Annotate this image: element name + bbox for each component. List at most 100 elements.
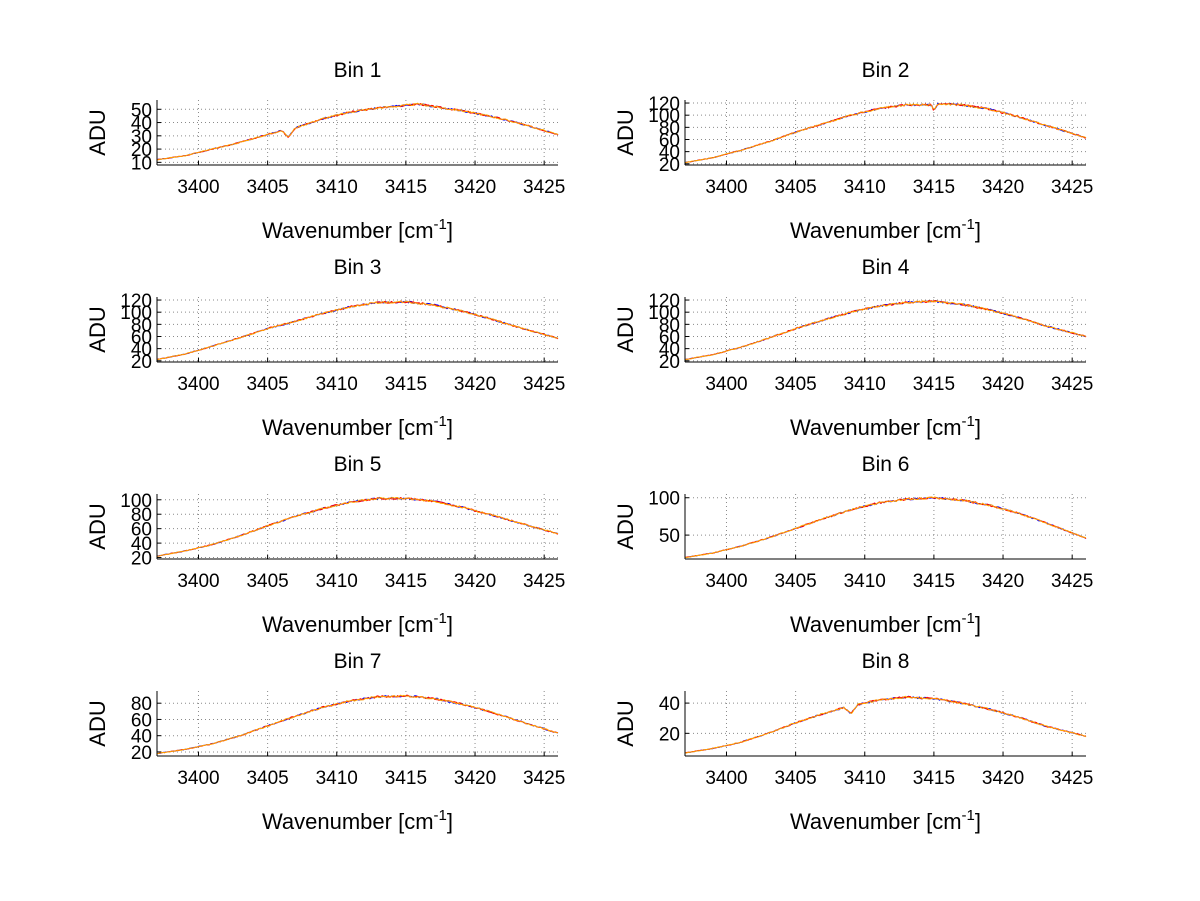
y-axis-label: ADU <box>85 109 110 155</box>
x-axis-label-main: Wavenumber [cm <box>790 612 962 637</box>
x-axis-label-superscript: -1 <box>434 610 447 627</box>
y-tick-label: 40 <box>659 340 680 361</box>
x-tick-label: 3420 <box>454 374 496 395</box>
x-tick-label: 3420 <box>454 571 496 592</box>
y-tick-label: 40 <box>659 694 680 715</box>
x-axis-label-main: Wavenumber [cm <box>262 218 434 243</box>
x-axis-label-main: Wavenumber [cm <box>262 809 434 834</box>
y-tick-label: 60 <box>659 130 680 151</box>
y-axis-label: ADU <box>85 503 110 549</box>
y-tick-label: 60 <box>659 327 680 348</box>
y-tick-label: 20 <box>659 724 680 745</box>
subplot-title: Bin 6 <box>862 453 910 476</box>
x-axis-label: Wavenumber [cm-1] <box>262 610 453 637</box>
x-tick-label: 3415 <box>385 768 427 789</box>
x-axis-label-main: Wavenumber [cm <box>790 415 962 440</box>
x-tick-label: 3425 <box>1051 768 1093 789</box>
axes-background <box>157 494 558 559</box>
x-tick-label: 3400 <box>705 571 747 592</box>
x-tick-label: 3405 <box>774 374 816 395</box>
y-axis-label: ADU <box>613 503 638 549</box>
axes-background <box>685 100 1086 165</box>
x-axis-label-superscript: -1 <box>434 413 447 430</box>
y-tick-label: 10 <box>131 153 152 174</box>
x-axis-label-superscript: -1 <box>962 413 975 430</box>
axes-background <box>685 691 1086 756</box>
y-tick-label: 40 <box>131 534 152 555</box>
subplot-title: Bin 3 <box>334 256 382 279</box>
x-tick-label: 3415 <box>913 177 955 198</box>
x-tick-label: 3405 <box>246 571 288 592</box>
x-tick-label: 3400 <box>705 374 747 395</box>
series-line-3 <box>156 102 559 161</box>
x-tick-label: 3420 <box>982 374 1024 395</box>
x-axis-label-main: Wavenumber [cm <box>790 218 962 243</box>
x-axis-label: Wavenumber [cm-1] <box>790 413 981 440</box>
y-tick-label: 60 <box>131 710 152 731</box>
series-line-3 <box>684 496 1087 558</box>
y-tick-label: 60 <box>131 520 152 541</box>
x-tick-label: 3420 <box>454 177 496 198</box>
x-tick-label: 3425 <box>523 768 565 789</box>
x-tick-label: 3410 <box>844 177 886 198</box>
series-line-3 <box>684 300 1087 360</box>
y-tick-label: 20 <box>659 352 680 373</box>
x-tick-label: 3410 <box>844 768 886 789</box>
x-tick-label: 3415 <box>913 768 955 789</box>
x-tick-label: 3415 <box>385 571 427 592</box>
y-tick-label: 30 <box>131 127 152 148</box>
y-axis-label: ADU <box>85 700 110 746</box>
x-tick-label: 3425 <box>1051 374 1093 395</box>
subplot-title: Bin 2 <box>862 59 910 82</box>
x-axis-label-tail: ] <box>975 218 981 243</box>
y-tick-label: 40 <box>131 340 152 361</box>
x-tick-label: 3410 <box>844 374 886 395</box>
y-tick-label: 40 <box>659 143 680 164</box>
x-tick-label: 3405 <box>246 374 288 395</box>
x-tick-label: 3420 <box>454 768 496 789</box>
subplot-bin-6: 3400 3405 3410 3415 3420 3425 50 100 Bin 6 Wavenu… <box>613 453 1093 637</box>
x-axis-label: Wavenumber [cm-1] <box>262 807 453 834</box>
x-tick-label: 3410 <box>316 571 358 592</box>
x-tick-label: 3400 <box>177 374 219 395</box>
y-tick-label: 80 <box>659 315 680 336</box>
subplot-title: Bin 7 <box>334 650 382 673</box>
x-axis-label: Wavenumber [cm-1] <box>790 610 981 637</box>
x-tick-label: 3425 <box>1051 177 1093 198</box>
y-tick-label: 100 <box>120 491 152 512</box>
y-tick-label: 20 <box>131 549 152 570</box>
series-line-3 <box>156 694 559 755</box>
y-tick-label: 80 <box>131 505 152 526</box>
y-tick-label: 100 <box>120 303 152 324</box>
axes-background <box>157 691 558 756</box>
subplot-bin-8: 3400 3405 3410 3415 3420 3425 20 40 Bin 8 Wavenum… <box>613 650 1093 834</box>
x-tick-label: 3400 <box>705 177 747 198</box>
x-axis-label-superscript: -1 <box>434 807 447 824</box>
x-axis-label-superscript: -1 <box>434 216 447 233</box>
x-tick-label: 3405 <box>774 768 816 789</box>
x-tick-label: 3400 <box>177 768 219 789</box>
y-tick-label: 100 <box>648 489 680 510</box>
x-tick-label: 3405 <box>246 768 288 789</box>
x-tick-label: 3400 <box>705 768 747 789</box>
subplot-title: Bin 1 <box>334 59 382 82</box>
x-tick-label: 3420 <box>982 571 1024 592</box>
x-tick-label: 3405 <box>774 571 816 592</box>
x-axis-label-superscript: -1 <box>962 807 975 824</box>
series-line-3 <box>684 695 1087 754</box>
y-tick-label: 80 <box>659 118 680 139</box>
y-tick-label: 100 <box>648 106 680 127</box>
y-tick-label: 80 <box>131 315 152 336</box>
x-axis-label-tail: ] <box>975 612 981 637</box>
x-axis-label-superscript: -1 <box>962 610 975 627</box>
subplot-title: Bin 8 <box>862 650 910 673</box>
y-tick-label: 20 <box>131 352 152 373</box>
x-axis-label: Wavenumber [cm-1] <box>262 413 453 440</box>
y-axis-label: ADU <box>85 306 110 352</box>
y-tick-label: 20 <box>131 743 152 764</box>
x-axis-label: Wavenumber [cm-1] <box>790 807 981 834</box>
